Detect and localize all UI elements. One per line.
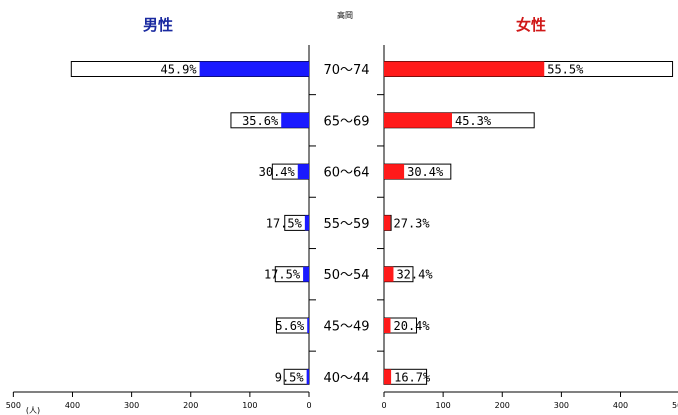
x-tick-label: 200	[183, 401, 198, 410]
x-tick-label: 500	[6, 401, 21, 410]
x-tick-label: 200	[495, 401, 510, 410]
category-label: 55～59	[323, 217, 369, 232]
x-tick-label: 400	[613, 401, 628, 410]
x-tick-label: 100	[435, 401, 450, 410]
x-tick-label: 300	[554, 401, 569, 410]
x-axis-unit: (人)	[26, 406, 40, 415]
data-label-female: 16.7%	[394, 370, 431, 384]
bar-male-value	[306, 369, 309, 385]
data-label-male: 5.6%	[275, 319, 305, 333]
data-label-male: 17.5%	[264, 268, 301, 282]
data-label-male: 45.9%	[160, 63, 197, 77]
data-label-female: 27.3%	[394, 216, 431, 230]
bar-female-value	[384, 266, 394, 282]
legend-male: 男性	[143, 16, 173, 34]
category-label: 70～74	[323, 63, 369, 78]
bar-female-value	[384, 215, 391, 231]
category-label: 50～54	[323, 268, 369, 283]
bar-female-value	[384, 112, 452, 128]
data-label-female: 55.5%	[547, 63, 584, 77]
chart-title: 高岡	[337, 10, 353, 20]
data-label-male: 17.5%	[266, 216, 303, 230]
bar-male-value	[303, 266, 309, 282]
legend-female: 女性	[516, 16, 546, 34]
data-label-male: 30.4%	[259, 165, 296, 179]
bar-female-value	[384, 369, 392, 385]
x-tick-label: 0	[306, 401, 311, 410]
data-label-female: 45.3%	[455, 114, 492, 128]
bar-male-value	[199, 61, 309, 77]
x-tick-label: 300	[124, 401, 139, 410]
x-tick-label: 500	[672, 401, 678, 410]
category-label: 65～69	[323, 114, 369, 129]
data-label-female: 32.4%	[396, 268, 433, 282]
x-tick-label: 400	[65, 401, 80, 410]
data-label-male: 9.5%	[275, 370, 305, 384]
bar-male-value	[297, 164, 309, 180]
bar-male-value	[307, 318, 309, 333]
data-label-male: 35.6%	[242, 114, 279, 128]
category-label: 45～49	[323, 320, 369, 335]
bar-male-value	[304, 215, 309, 231]
category-label: 40～44	[323, 371, 369, 386]
x-tick-label: 0	[381, 401, 386, 410]
bar-female-value	[384, 61, 545, 77]
bar-female-value	[384, 164, 405, 180]
data-label-female: 20.4%	[394, 319, 431, 333]
data-label-female: 30.4%	[407, 165, 444, 179]
x-tick-label: 100	[242, 401, 257, 410]
category-label: 60～64	[323, 166, 369, 181]
bar-female-value	[384, 318, 391, 333]
bar-male-value	[281, 112, 309, 128]
